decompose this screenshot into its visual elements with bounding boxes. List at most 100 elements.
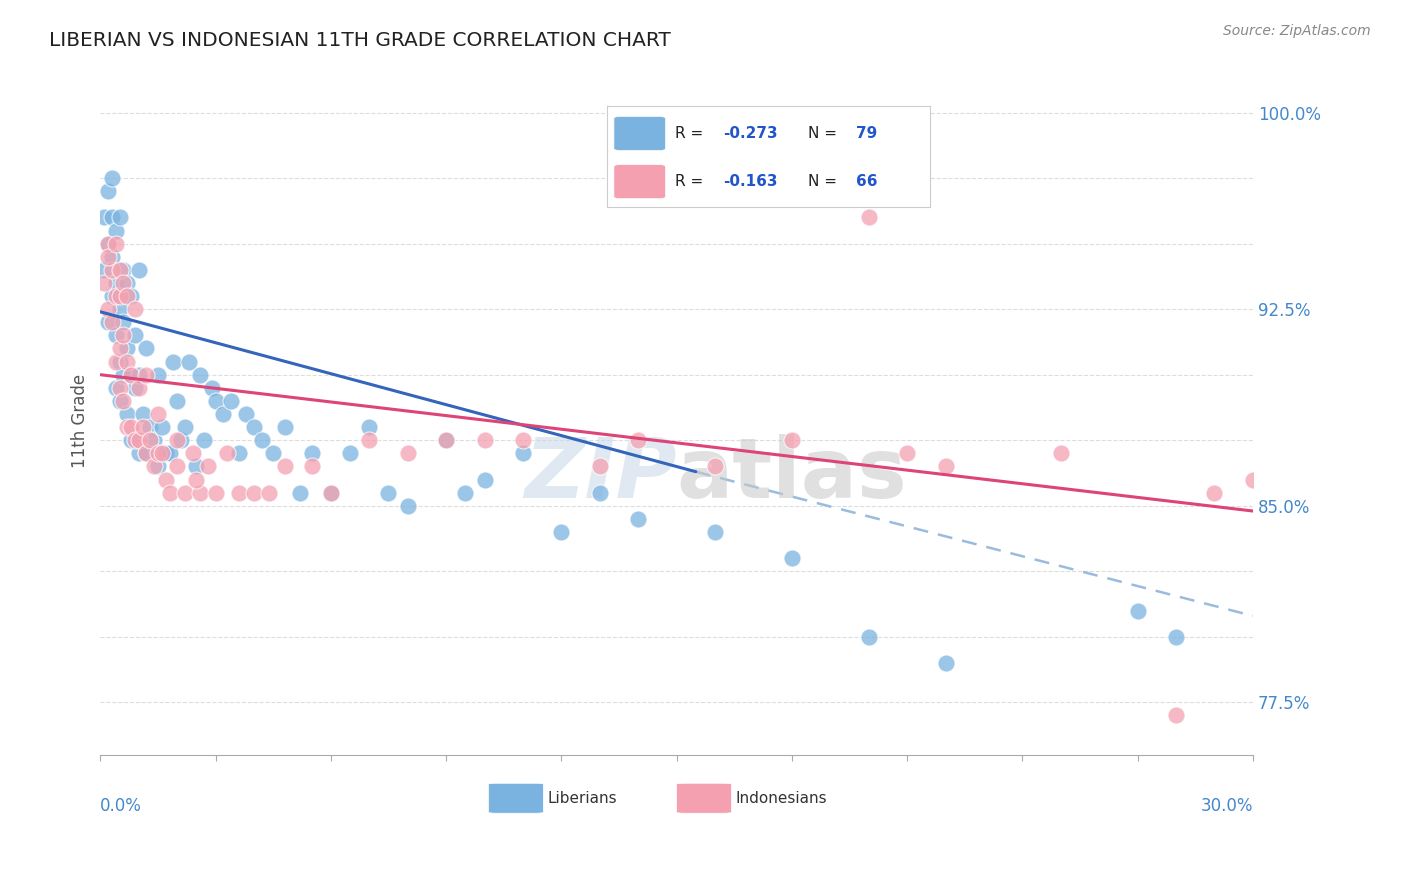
Point bbox=[217, 446, 239, 460]
Point bbox=[97, 302, 120, 317]
Point bbox=[131, 420, 153, 434]
Point bbox=[201, 381, 224, 395]
Point bbox=[139, 420, 162, 434]
Point bbox=[120, 368, 142, 382]
Point bbox=[197, 459, 219, 474]
Point bbox=[108, 289, 131, 303]
Point bbox=[128, 381, 150, 395]
Text: ZIP: ZIP bbox=[524, 434, 676, 515]
Point bbox=[359, 434, 381, 448]
Point bbox=[319, 485, 342, 500]
Point bbox=[104, 354, 127, 368]
Point bbox=[301, 446, 323, 460]
Point bbox=[124, 434, 146, 448]
Point bbox=[228, 485, 250, 500]
Point bbox=[135, 368, 157, 382]
Point bbox=[228, 446, 250, 460]
Point bbox=[124, 302, 146, 317]
Point bbox=[108, 342, 131, 356]
Point bbox=[101, 171, 124, 186]
Point bbox=[1204, 485, 1226, 500]
Point bbox=[128, 446, 150, 460]
Point bbox=[124, 328, 146, 343]
Point bbox=[474, 473, 496, 487]
Point bbox=[319, 485, 342, 500]
Point bbox=[780, 551, 803, 566]
Point bbox=[243, 420, 266, 434]
Point bbox=[108, 263, 131, 277]
Point bbox=[301, 459, 323, 474]
Point bbox=[135, 342, 157, 356]
Point bbox=[512, 434, 534, 448]
Point bbox=[115, 342, 138, 356]
Point bbox=[188, 485, 211, 500]
Text: Source: ZipAtlas.com: Source: ZipAtlas.com bbox=[1223, 24, 1371, 38]
Point bbox=[1049, 446, 1071, 460]
Point bbox=[858, 211, 880, 225]
Point bbox=[177, 354, 200, 368]
Point bbox=[212, 407, 235, 421]
Point bbox=[146, 407, 169, 421]
Point bbox=[101, 315, 124, 329]
Point bbox=[589, 459, 612, 474]
Point bbox=[627, 512, 650, 526]
Point bbox=[120, 368, 142, 382]
Point bbox=[396, 499, 419, 513]
Point bbox=[704, 459, 727, 474]
Point bbox=[146, 459, 169, 474]
Text: LIBERIAN VS INDONESIAN 11TH GRADE CORRELATION CHART: LIBERIAN VS INDONESIAN 11TH GRADE CORREL… bbox=[49, 31, 671, 50]
Point bbox=[108, 393, 131, 408]
Text: 0.0%: 0.0% bbox=[100, 797, 142, 814]
Point bbox=[112, 328, 135, 343]
Point bbox=[93, 211, 115, 225]
Point bbox=[104, 276, 127, 290]
Point bbox=[858, 630, 880, 644]
Text: 30.0%: 30.0% bbox=[1201, 797, 1253, 814]
Point bbox=[512, 446, 534, 460]
Point bbox=[120, 434, 142, 448]
Point bbox=[934, 459, 956, 474]
Point bbox=[97, 236, 120, 251]
Point bbox=[128, 434, 150, 448]
Point bbox=[128, 263, 150, 277]
Point bbox=[1164, 630, 1187, 644]
Point bbox=[97, 184, 120, 198]
Point bbox=[454, 485, 477, 500]
Point bbox=[235, 407, 257, 421]
Point bbox=[97, 236, 120, 251]
Point bbox=[159, 446, 181, 460]
Point bbox=[143, 434, 166, 448]
Point bbox=[204, 393, 226, 408]
Point bbox=[101, 289, 124, 303]
Point bbox=[250, 434, 273, 448]
Point bbox=[128, 368, 150, 382]
Point bbox=[101, 263, 124, 277]
Point bbox=[166, 434, 188, 448]
Point bbox=[627, 434, 650, 448]
Point bbox=[204, 485, 226, 500]
Point bbox=[434, 434, 457, 448]
Point bbox=[115, 420, 138, 434]
Point bbox=[112, 263, 135, 277]
Point bbox=[112, 276, 135, 290]
Point bbox=[104, 328, 127, 343]
Point bbox=[162, 354, 184, 368]
Point bbox=[97, 315, 120, 329]
Point bbox=[474, 434, 496, 448]
Point bbox=[124, 381, 146, 395]
Point bbox=[186, 459, 208, 474]
Point bbox=[186, 473, 208, 487]
Point bbox=[112, 315, 135, 329]
Point bbox=[155, 446, 177, 460]
Point bbox=[131, 407, 153, 421]
Point bbox=[120, 289, 142, 303]
Point bbox=[93, 276, 115, 290]
Point bbox=[146, 446, 169, 460]
Point bbox=[108, 381, 131, 395]
Point bbox=[339, 446, 361, 460]
Point bbox=[150, 420, 173, 434]
Point bbox=[112, 368, 135, 382]
Point bbox=[934, 656, 956, 670]
Point bbox=[188, 368, 211, 382]
Point bbox=[135, 446, 157, 460]
